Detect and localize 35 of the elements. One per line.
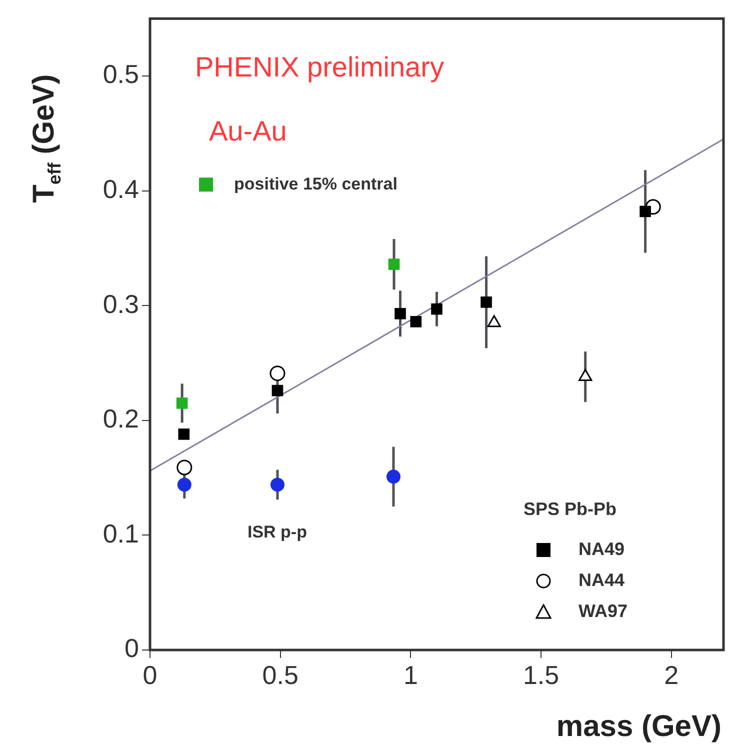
point <box>176 460 192 476</box>
point <box>270 366 286 382</box>
point <box>272 384 284 396</box>
legend-title: SPS Pb-Pb <box>524 498 617 519</box>
y-tick-label: 0.5 <box>102 59 139 90</box>
y-tick-label: 0 <box>124 633 139 664</box>
legend-label: positive 15% central <box>234 174 398 194</box>
point <box>176 398 188 409</box>
legend-label: NA49 <box>578 538 625 559</box>
point <box>178 428 190 440</box>
y-tick-label: 0.1 <box>102 518 139 548</box>
point <box>410 316 422 328</box>
x-tick-label: 1.5 <box>522 660 560 690</box>
y-axis-title: Teff (GeV) <box>27 74 64 203</box>
legend-label: NA44 <box>578 570 625 590</box>
x-axis-title: mass (GeV) <box>556 710 722 743</box>
point <box>177 478 192 492</box>
y-tick-label: 0.4 <box>102 174 139 204</box>
x-tick-label: 0 <box>142 660 158 690</box>
y-tick-label: 0.2 <box>102 404 139 434</box>
point <box>270 478 284 492</box>
y-tick-label: 0.3 <box>102 288 139 319</box>
x-tick-label: 1 <box>403 660 418 690</box>
point <box>394 308 406 320</box>
annotation: Au-Au <box>209 115 287 146</box>
point <box>431 303 442 315</box>
x-tick-label: 2 <box>664 660 679 690</box>
point <box>388 258 400 270</box>
point <box>386 470 400 484</box>
x-tick-label: 0.5 <box>262 660 298 690</box>
legend-label: WA97 <box>578 600 628 621</box>
annotation: PHENIX preliminary <box>195 51 444 82</box>
point <box>640 206 651 218</box>
point <box>480 296 492 308</box>
text: ISR p-p <box>247 522 307 542</box>
